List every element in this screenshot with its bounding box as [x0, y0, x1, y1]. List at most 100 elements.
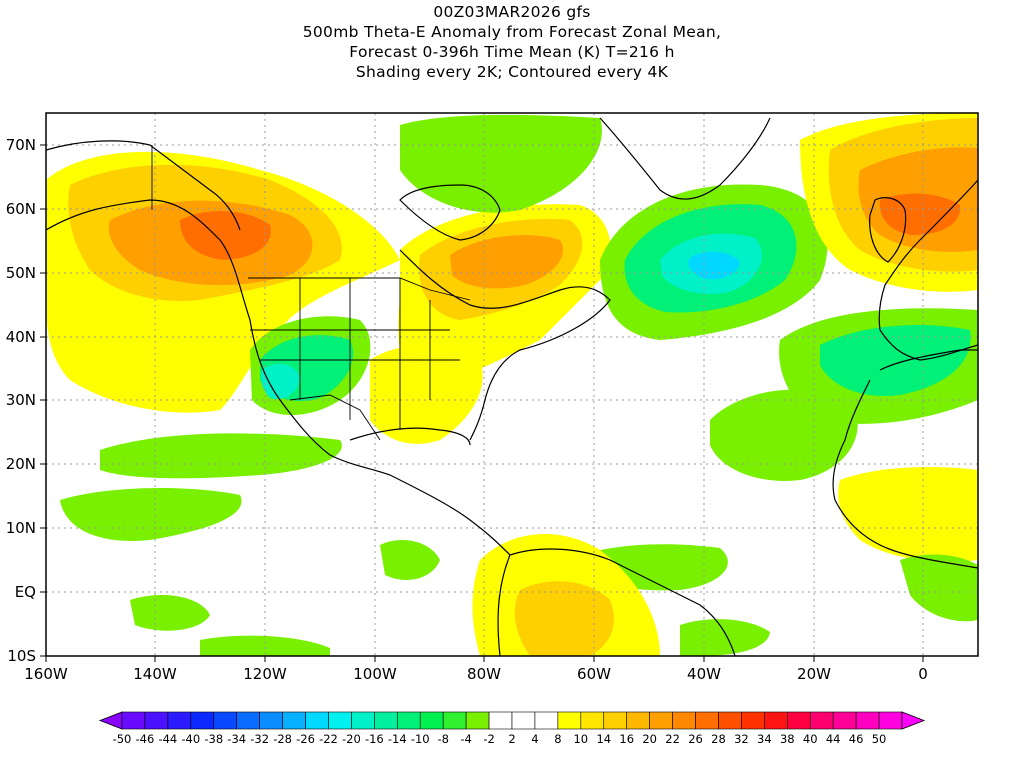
lon-axis: 160W 140W 120W 100W 80W 60W 40W 20W: [24, 656, 928, 683]
north-america-west-coast: [46, 199, 391, 476]
colorbar-label: 32: [734, 732, 749, 746]
lon-tick-0: 0: [918, 656, 928, 683]
colorbar-label: -2: [483, 732, 494, 746]
colorbar-label: -38: [204, 732, 223, 746]
title-line-4: Shading every 2K; Contoured every 4K: [355, 63, 669, 81]
colorbar-swatch: [282, 711, 306, 730]
central-america: [389, 474, 511, 556]
colorbar-label: 4: [531, 732, 538, 746]
lat-label-40: 40N: [6, 328, 36, 346]
colorbar-swatch: [626, 711, 650, 730]
colorbar-swatch: [809, 711, 834, 730]
colorbar-label: -4: [460, 732, 471, 746]
colorbar-label: 16: [619, 732, 634, 746]
atlantic-tropical-cool: [710, 389, 858, 481]
us-mexico-border: [289, 394, 381, 441]
colorbar-swatch: [855, 711, 880, 730]
colorbar-swatch: [442, 711, 467, 730]
colorbar-swatch: [786, 711, 811, 730]
tropical-pacific-cool-5: [200, 635, 330, 656]
colorbar-swatch: [695, 711, 719, 730]
colorbar-swatch: [832, 711, 857, 730]
north-america-east-coast: [399, 249, 611, 441]
colorbar-swatch: [305, 711, 329, 730]
colorbar-swatch: [511, 711, 536, 730]
colorbar-label: -26: [296, 732, 315, 746]
southwest-us-cold-core: [261, 363, 300, 400]
west-africa-warm: [838, 467, 978, 562]
colorbar-label: 44: [826, 732, 841, 746]
colorbar-swatch: [213, 711, 237, 730]
colorbar-label: 50: [872, 732, 887, 746]
south-america-west-coast: [497, 554, 511, 656]
colorbar-swatch: [557, 711, 582, 730]
eastern-canada-warm-core: [450, 235, 564, 289]
lon-tick-100w: 100W: [353, 656, 397, 683]
europe-west-coast: [878, 179, 978, 331]
colorbar-label: 22: [665, 732, 680, 746]
colorbar-label: 10: [573, 732, 588, 746]
lon-label-160w: 160W: [24, 665, 68, 683]
south-america-coast: [509, 548, 736, 656]
colorbar-swatch: [580, 711, 605, 730]
colorbar-label: -34: [227, 732, 246, 746]
colorbar-swatch: [649, 711, 673, 730]
colorbar-label: 28: [711, 732, 726, 746]
lon-tick-120w: 120W: [243, 656, 287, 683]
tropical-pacific-cool-4: [130, 595, 210, 631]
colorbar-label: -8: [437, 732, 448, 746]
lon-label-20w: 20W: [797, 665, 831, 683]
colorbar-label: -10: [411, 732, 430, 746]
colorbar-swatch: [672, 711, 696, 730]
title-block: 00Z03MAR2026 gfs 500mb Theta-E Anomaly f…: [0, 2, 1024, 82]
lat-tick-70: 70N: [6, 136, 46, 154]
colorbar-label: -14: [388, 732, 407, 746]
colorbar-swatch: [259, 711, 283, 730]
colorbar-right-arrow: [901, 711, 926, 730]
colorbar-swatch: [603, 711, 628, 730]
colorbar-label: -40: [181, 732, 200, 746]
colorbar-label: -20: [342, 732, 361, 746]
lat-tick-50: 50N: [6, 264, 46, 282]
lon-label-120w: 120W: [243, 665, 287, 683]
us-state-lines: [250, 278, 460, 430]
lon-tick-20w: 20W: [797, 656, 831, 683]
lat-label-10s: 10S: [7, 647, 36, 665]
lat-tick-eq: EQ: [15, 583, 46, 601]
anomaly-shading: [46, 113, 978, 656]
lat-axis: 70N 60N 50N 40N 30N 20N 10N EQ: [6, 136, 46, 665]
africa-west-coast: [832, 379, 978, 569]
colorbar-swatch: [419, 711, 444, 730]
colorbar-swatch: [236, 711, 260, 730]
colorbar-left-arrow: [98, 711, 123, 730]
colorbar-swatch: [374, 711, 398, 730]
colorbar-swatch: [396, 711, 421, 730]
lat-label-70: 70N: [6, 136, 36, 154]
colorbar-label: 38: [780, 732, 795, 746]
colorbar-swatch: [121, 711, 146, 730]
colorbar-label: -46: [136, 732, 155, 746]
lat-label-30: 30N: [6, 391, 36, 409]
iberia-nw-africa-cold-mid: [820, 325, 971, 396]
lat-tick-40: 40N: [6, 328, 46, 346]
title-line-2: 500mb Theta-E Anomaly from Forecast Zona…: [302, 23, 722, 41]
lat-label-50: 50N: [6, 264, 36, 282]
british-isles: [869, 197, 907, 263]
colorbar-swatch: [534, 711, 559, 730]
title-line-3: Forecast 0-396h Time Mean (K) T=216 h: [349, 43, 675, 61]
colorbar-swatch: [764, 711, 788, 730]
colorbar-swatch: [144, 711, 169, 730]
colorbar-swatch: [190, 711, 215, 730]
lon-label-40w: 40W: [687, 665, 721, 683]
alaska-coast: [46, 140, 241, 231]
canada-us-border: [248, 277, 471, 301]
colorbar-swatch: [328, 711, 352, 730]
south-atlantic-cool: [680, 619, 770, 656]
colorbar-label: 20: [642, 732, 657, 746]
lat-tick-60: 60N: [6, 200, 46, 218]
grid-lines: [46, 113, 978, 656]
colorbar: -50 -46 -44 -40 -38 -34 -32 -28 -26 -22 -20 -16 -14-…: [98, 711, 926, 746]
colorbar-label: 46: [849, 732, 864, 746]
lat-label-eq: EQ: [15, 583, 36, 601]
